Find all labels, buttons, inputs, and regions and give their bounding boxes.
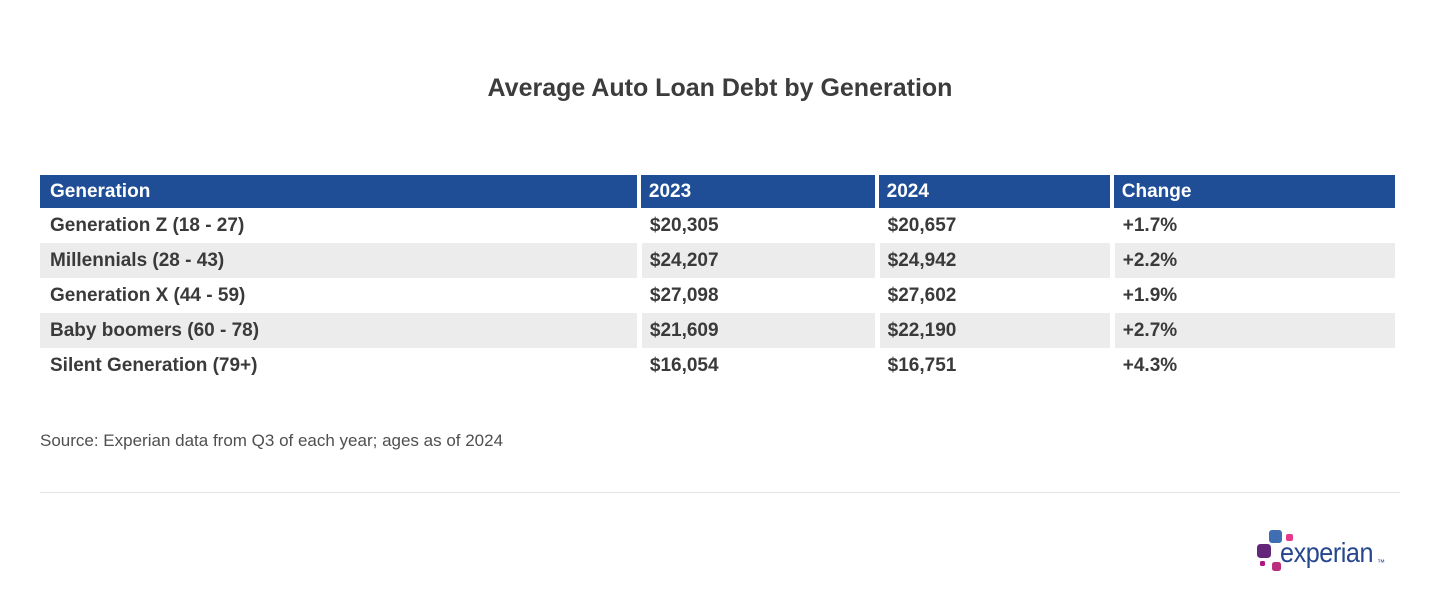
auto-loan-debt-table: Generation 2023 2024 Change Generation Z… xyxy=(40,175,1395,383)
table-row: Baby boomers (60 - 78) $21,609 $22,190 +… xyxy=(40,313,1395,348)
table-row: Millennials (28 - 43) $24,207 $24,942 +2… xyxy=(40,243,1395,278)
column-header-change: Change xyxy=(1109,175,1395,208)
page-title: Average Auto Loan Debt by Generation xyxy=(487,74,953,102)
column-header-2023: 2023 xyxy=(636,175,875,208)
cell-2023: $20,305 xyxy=(636,208,875,243)
cell-2024: $27,602 xyxy=(874,278,1110,313)
table-container: Generation 2023 2024 Change Generation Z… xyxy=(40,175,1395,383)
logo-dot-magenta-icon xyxy=(1260,561,1265,566)
cell-generation: Generation X (44 - 59) xyxy=(40,278,637,313)
cell-change: +1.7% xyxy=(1109,208,1395,243)
cell-2024: $22,190 xyxy=(874,313,1110,348)
divider xyxy=(40,492,1400,493)
cell-generation: Baby boomers (60 - 78) xyxy=(40,313,637,348)
cell-change: +2.2% xyxy=(1109,243,1395,278)
logo-square-purple-icon xyxy=(1257,544,1271,558)
table-row: Silent Generation (79+) $16,054 $16,751 … xyxy=(40,348,1395,383)
column-header-2024: 2024 xyxy=(874,175,1110,208)
cell-2024: $20,657 xyxy=(874,208,1110,243)
source-note: Source: Experian data from Q3 of each ye… xyxy=(40,431,504,450)
cell-generation: Millennials (28 - 43) xyxy=(40,243,637,278)
column-header-generation: Generation xyxy=(40,175,637,208)
cell-change: +1.9% xyxy=(1109,278,1395,313)
cell-2024: $24,942 xyxy=(874,243,1110,278)
table-row: Generation X (44 - 59) $27,098 $27,602 +… xyxy=(40,278,1395,313)
cell-change: +2.7% xyxy=(1109,313,1395,348)
cell-2023: $16,054 xyxy=(636,348,875,383)
experian-logo: experian ™ xyxy=(1253,522,1395,580)
cell-2023: $21,609 xyxy=(636,313,875,348)
logo-square-magenta-icon xyxy=(1272,562,1281,571)
cell-2024: $16,751 xyxy=(874,348,1110,383)
logo-wordmark: experian xyxy=(1280,537,1374,568)
cell-generation: Generation Z (18 - 27) xyxy=(40,208,637,243)
cell-generation: Silent Generation (79+) xyxy=(40,348,637,383)
logo-trademark: ™ xyxy=(1377,558,1385,567)
cell-2023: $27,098 xyxy=(636,278,875,313)
cell-change: +4.3% xyxy=(1109,348,1395,383)
table-header-row: Generation 2023 2024 Change xyxy=(40,175,1395,208)
logo-square-pink-icon xyxy=(1286,534,1293,541)
table-row: Generation Z (18 - 27) $20,305 $20,657 +… xyxy=(40,208,1395,243)
cell-2023: $24,207 xyxy=(636,243,875,278)
logo-square-blue-icon xyxy=(1269,530,1282,543)
